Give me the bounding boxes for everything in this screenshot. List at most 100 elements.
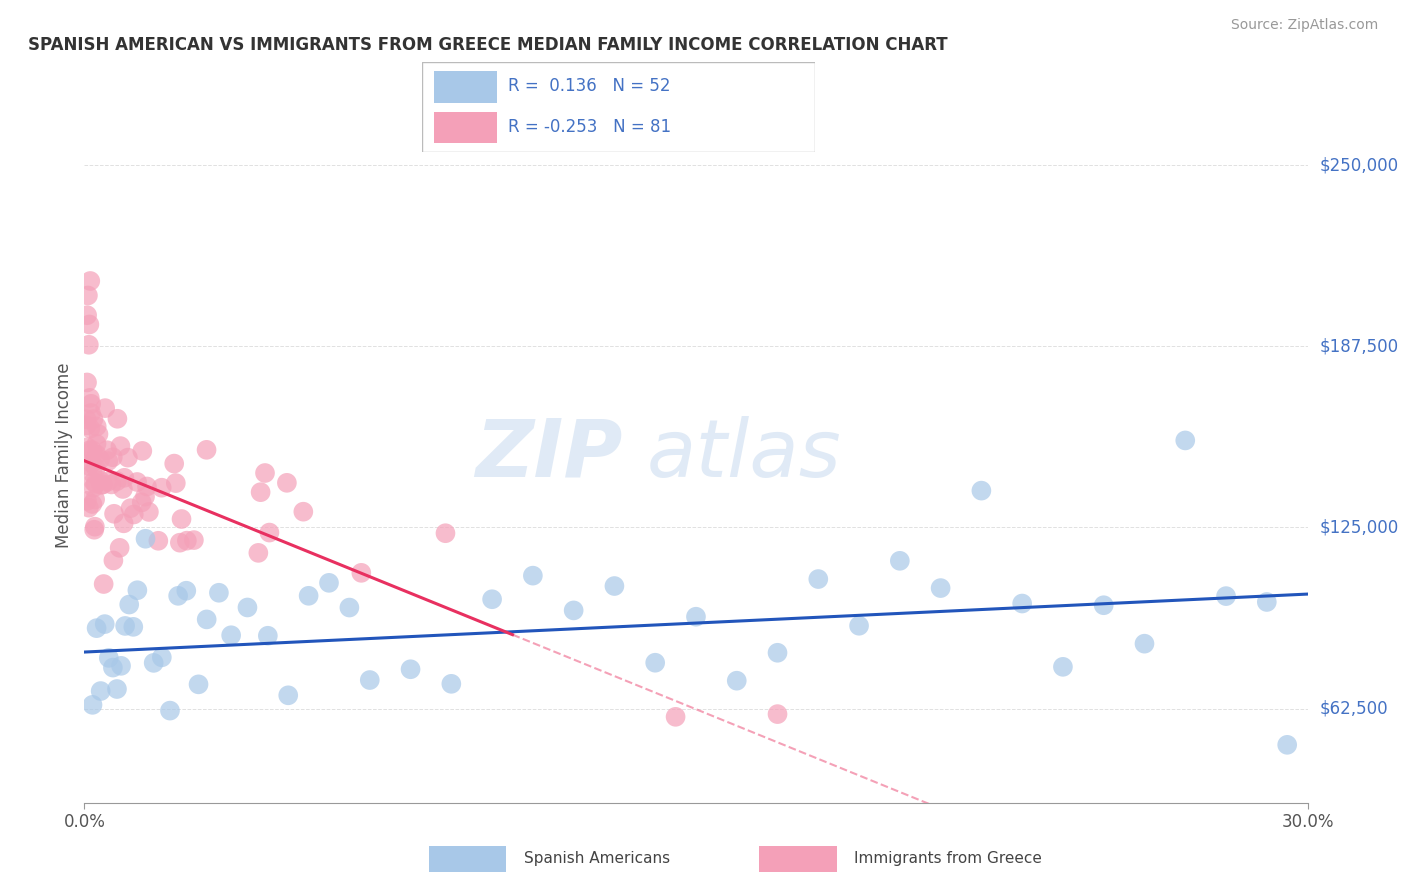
Point	[131, 443, 153, 458]
Point	[111, 482, 134, 496]
Point	[131, 495, 153, 509]
FancyBboxPatch shape	[759, 846, 837, 872]
Point	[208, 586, 231, 600]
Point	[105, 681, 128, 696]
Point	[522, 568, 544, 582]
Text: R = -0.253   N = 81: R = -0.253 N = 81	[509, 118, 672, 136]
Point	[105, 474, 128, 488]
Point	[80, 456, 103, 470]
Point	[82, 467, 104, 481]
Point	[167, 589, 190, 603]
Point	[664, 710, 686, 724]
Point	[148, 533, 170, 548]
Point	[434, 526, 457, 541]
FancyBboxPatch shape	[433, 71, 496, 103]
Point	[1256, 595, 1278, 609]
Point	[110, 439, 132, 453]
Point	[101, 450, 124, 465]
Point	[1174, 434, 1197, 448]
Point	[169, 535, 191, 549]
Y-axis label: Median Family Income: Median Family Income	[55, 362, 73, 548]
Text: $62,500: $62,500	[1320, 699, 1389, 717]
Point	[97, 454, 120, 468]
Point	[82, 698, 104, 712]
Point	[76, 412, 98, 426]
Point	[110, 658, 132, 673]
Point	[84, 461, 107, 475]
Point	[86, 621, 108, 635]
Point	[440, 677, 463, 691]
Point	[103, 553, 125, 567]
Point	[90, 478, 112, 492]
Point	[127, 475, 149, 489]
Point	[277, 688, 299, 702]
Point	[83, 523, 105, 537]
Point	[89, 452, 111, 467]
Point	[79, 421, 101, 435]
Point	[318, 575, 340, 590]
Point	[236, 600, 259, 615]
Text: $187,500: $187,500	[1320, 337, 1399, 355]
Point	[83, 475, 105, 489]
Point	[107, 411, 129, 425]
Point	[86, 419, 108, 434]
Point	[339, 600, 360, 615]
Text: atlas: atlas	[647, 416, 842, 494]
Point	[159, 704, 181, 718]
Point	[79, 443, 101, 458]
Point	[112, 471, 135, 485]
Point	[163, 457, 186, 471]
Text: ZIP: ZIP	[475, 416, 623, 494]
Point	[86, 448, 108, 462]
Point	[1215, 589, 1237, 603]
Point	[76, 308, 98, 322]
Point	[350, 566, 373, 580]
Point	[93, 617, 115, 632]
Point	[77, 288, 100, 302]
FancyBboxPatch shape	[422, 62, 815, 152]
Text: Source: ZipAtlas.com: Source: ZipAtlas.com	[1230, 18, 1378, 32]
Point	[253, 466, 276, 480]
Text: SPANISH AMERICAN VS IMMIGRANTS FROM GREECE MEDIAN FAMILY INCOME CORRELATION CHAR: SPANISH AMERICAN VS IMMIGRANTS FROM GREE…	[28, 36, 948, 54]
Point	[298, 589, 321, 603]
Point	[259, 525, 281, 540]
Point	[103, 507, 125, 521]
FancyBboxPatch shape	[433, 112, 496, 143]
Point	[176, 533, 198, 548]
Point	[82, 481, 104, 495]
Point	[848, 619, 870, 633]
Point	[807, 572, 830, 586]
Point	[77, 500, 100, 515]
Text: $250,000: $250,000	[1320, 156, 1399, 174]
Point	[93, 577, 115, 591]
Point	[1092, 599, 1115, 613]
Point	[142, 656, 165, 670]
Point	[138, 505, 160, 519]
Point	[195, 612, 218, 626]
Point	[165, 476, 187, 491]
Point	[87, 427, 110, 442]
Point	[219, 628, 242, 642]
Point	[97, 475, 120, 489]
Point	[766, 707, 789, 722]
Point	[80, 406, 103, 420]
Point	[76, 376, 98, 390]
Point	[135, 532, 157, 546]
Point	[174, 583, 197, 598]
Point	[114, 619, 136, 633]
Point	[84, 476, 107, 491]
Point	[399, 662, 422, 676]
Point	[120, 501, 142, 516]
Point	[117, 450, 139, 465]
Point	[112, 516, 135, 531]
Point	[562, 603, 585, 617]
Point	[170, 512, 193, 526]
Point	[108, 541, 131, 555]
Point	[766, 646, 789, 660]
Point	[82, 412, 104, 426]
Point	[889, 554, 911, 568]
Point	[292, 505, 315, 519]
Point	[929, 581, 952, 595]
Point	[91, 477, 114, 491]
Point	[1052, 660, 1074, 674]
